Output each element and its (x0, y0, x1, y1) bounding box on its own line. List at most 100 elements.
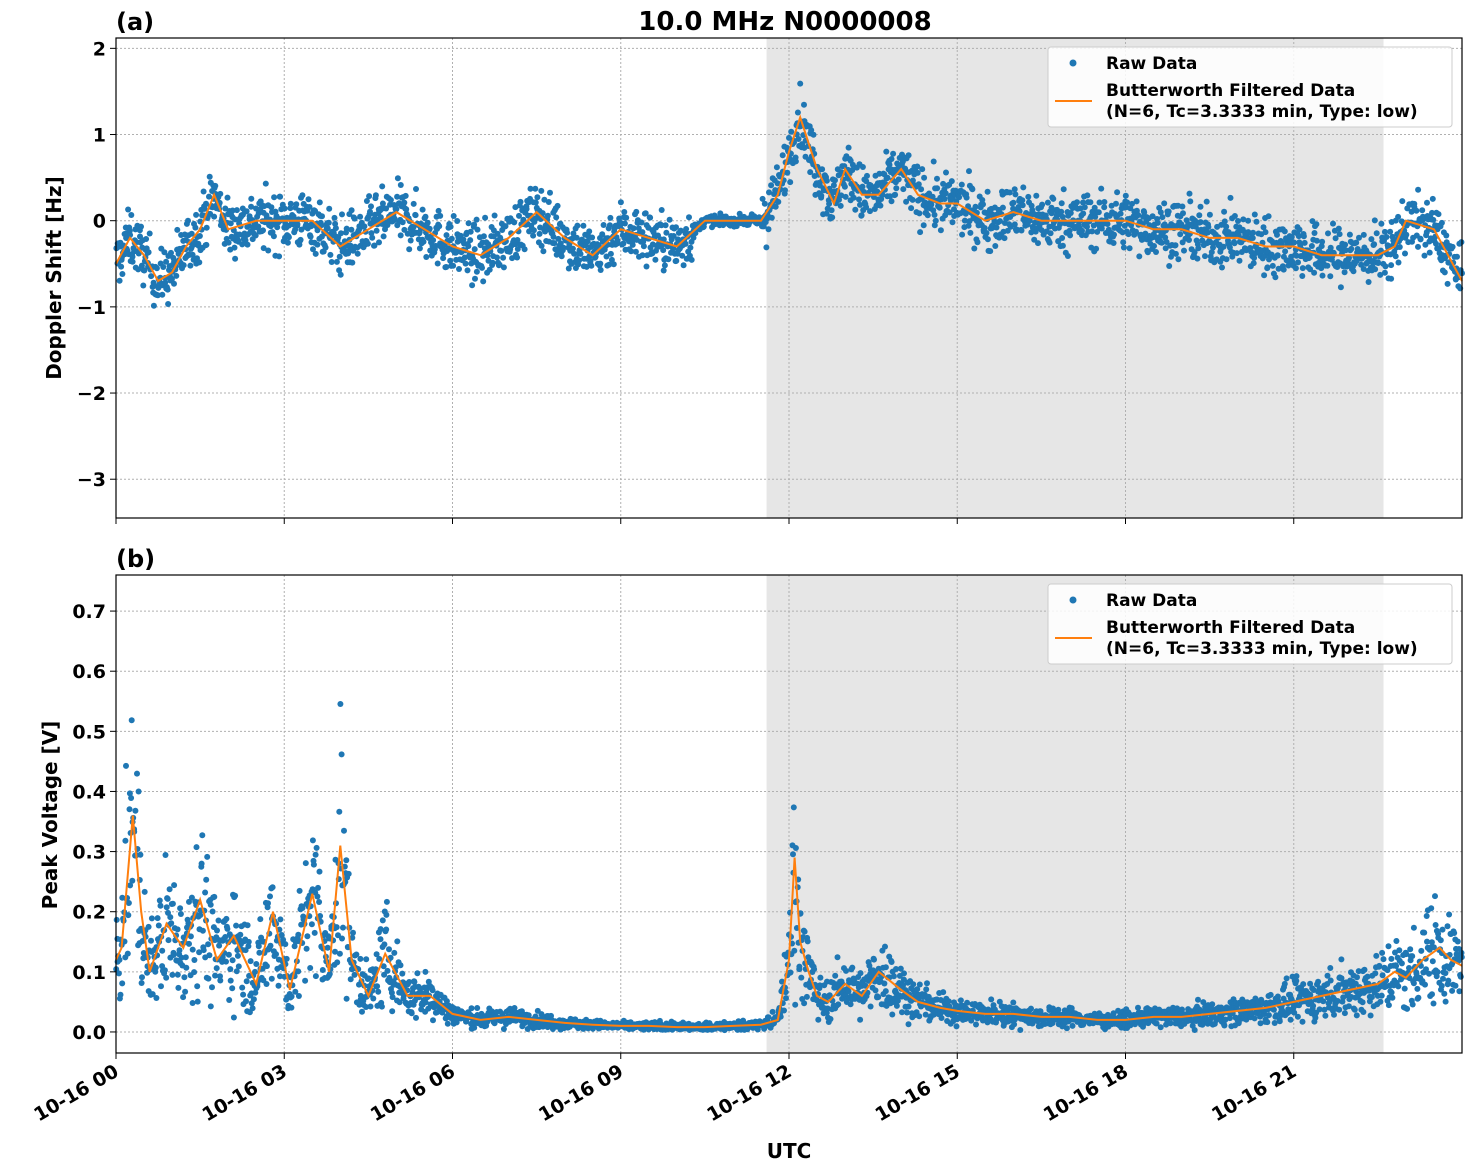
raw-data-point (119, 271, 126, 277)
raw-data-point (318, 233, 325, 240)
raw-data-point (1010, 205, 1017, 212)
raw-data-point (841, 183, 848, 190)
raw-data-point (1223, 256, 1230, 263)
raw-data-point (1307, 980, 1314, 987)
raw-data-point (919, 166, 926, 173)
raw-data-point (373, 227, 380, 234)
raw-data-point (197, 912, 204, 919)
raw-data-point (343, 857, 350, 864)
raw-data-point (635, 225, 642, 232)
raw-data-point (968, 1017, 975, 1024)
raw-data-point (163, 258, 170, 265)
raw-data-point (135, 266, 142, 273)
raw-data-point (1325, 230, 1331, 237)
raw-data-point (1307, 991, 1314, 998)
raw-data-point (1378, 220, 1385, 227)
raw-data-point (511, 1005, 518, 1011)
raw-data-point (1018, 227, 1025, 234)
raw-data-point (1327, 244, 1334, 251)
raw-data-point (159, 291, 166, 298)
raw-data-point (1154, 219, 1161, 226)
raw-data-point (1264, 1019, 1271, 1026)
raw-data-point (327, 251, 334, 258)
raw-data-point (1198, 1008, 1205, 1014)
y-tick-label: −2 (77, 383, 106, 405)
raw-data-point (643, 263, 650, 270)
raw-data-point (1348, 245, 1355, 252)
raw-data-point (119, 980, 126, 987)
raw-data-point (212, 972, 219, 979)
raw-data-point (1064, 253, 1071, 259)
raw-data-point (1006, 189, 1013, 196)
raw-data-point (1383, 234, 1390, 240)
raw-data-point (471, 1024, 478, 1031)
raw-data-point (276, 253, 283, 260)
raw-data-point (817, 974, 824, 981)
raw-data-point (1135, 1004, 1141, 1011)
raw-data-point (345, 247, 352, 254)
raw-data-point (917, 229, 924, 236)
raw-data-point (576, 257, 583, 264)
raw-data-point (900, 982, 906, 989)
raw-data-point (480, 278, 487, 285)
raw-data-point (859, 183, 866, 190)
raw-data-point (303, 945, 310, 952)
raw-data-point (797, 80, 804, 87)
raw-data-point (363, 198, 370, 204)
raw-data-point (473, 268, 480, 275)
raw-data-point (934, 185, 941, 192)
raw-data-point (348, 207, 355, 214)
raw-data-point (845, 144, 852, 151)
raw-data-point (914, 163, 921, 170)
raw-data-point (845, 988, 852, 995)
raw-data-point (416, 245, 423, 252)
raw-data-point (1096, 199, 1103, 206)
raw-data-point (921, 174, 928, 181)
raw-data-point (1191, 1027, 1198, 1033)
raw-data-point (1371, 217, 1378, 224)
raw-data-point (540, 248, 547, 255)
raw-data-point (496, 261, 503, 268)
raw-data-point (426, 225, 433, 232)
raw-data-point (424, 219, 431, 226)
raw-data-point (309, 837, 316, 844)
raw-data-point (1122, 192, 1129, 199)
legend: Raw Data Butterworth Filtered Data (N=6,… (1047, 46, 1453, 128)
raw-data-point (857, 201, 863, 208)
raw-data-point (835, 1001, 842, 1008)
raw-data-point (1221, 218, 1228, 225)
raw-data-point (1444, 280, 1451, 287)
raw-data-point (642, 210, 649, 217)
raw-data-point (790, 851, 796, 858)
raw-data-point (182, 988, 189, 995)
raw-data-point (857, 1016, 864, 1023)
raw-data-point (149, 991, 156, 998)
raw-data-point (397, 182, 404, 188)
raw-data-point (1149, 213, 1156, 220)
raw-data-point (872, 987, 879, 994)
raw-data-point (893, 966, 899, 972)
raw-data-point (406, 979, 413, 985)
raw-data-point (759, 195, 766, 202)
raw-data-point (334, 959, 341, 966)
raw-data-point (988, 996, 995, 1003)
raw-data-point (1159, 214, 1166, 221)
legend-raw-label: Raw Data (1106, 54, 1197, 74)
raw-data-point (397, 232, 404, 239)
raw-data-point (262, 180, 269, 187)
raw-data-point (946, 209, 953, 216)
raw-data-point (377, 926, 384, 933)
raw-data-point (574, 222, 581, 229)
raw-data-point (383, 205, 390, 212)
raw-data-point (345, 870, 352, 877)
raw-data-point (471, 221, 478, 228)
raw-data-point (842, 193, 849, 200)
raw-data-point (1426, 249, 1433, 256)
raw-data-point (517, 198, 524, 205)
raw-data-point (465, 243, 472, 250)
raw-data-point (250, 996, 257, 1003)
raw-data-point (377, 936, 384, 943)
raw-data-point (162, 279, 169, 286)
raw-data-point (1276, 1018, 1283, 1025)
raw-data-point (307, 233, 314, 240)
